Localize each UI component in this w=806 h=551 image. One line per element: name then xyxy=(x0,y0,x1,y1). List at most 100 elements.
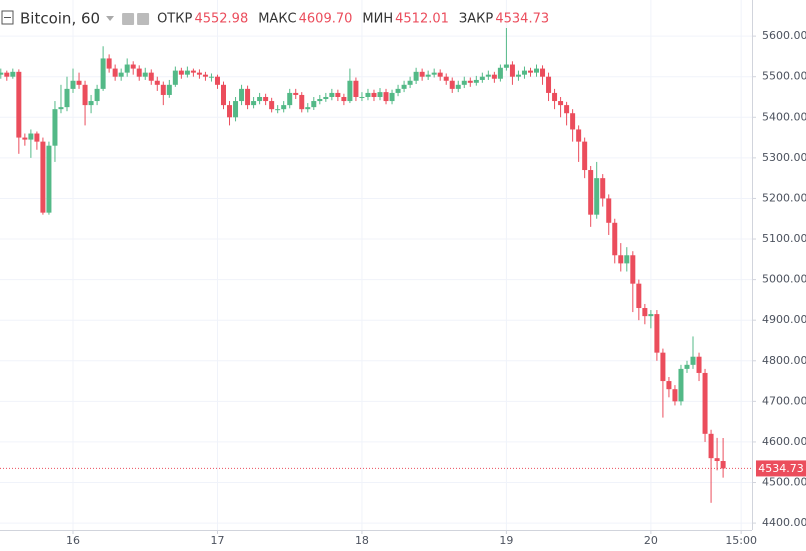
collapse-icon[interactable] xyxy=(1,10,14,25)
candle-body xyxy=(136,68,142,77)
candle-body xyxy=(4,72,10,77)
candle-body xyxy=(82,84,88,106)
candle-body xyxy=(52,109,58,146)
x-tick-label: 20 xyxy=(644,534,658,547)
candle-body xyxy=(130,64,136,69)
y-tick-label: 5400.00 xyxy=(762,110,806,123)
candle-body xyxy=(40,141,46,213)
x-tick-label: 19 xyxy=(499,534,513,547)
candle-body xyxy=(94,88,100,102)
dropdown-caret[interactable] xyxy=(106,16,115,21)
candle-body xyxy=(118,72,124,77)
visibility-icon[interactable] xyxy=(122,13,135,25)
candle-body xyxy=(233,101,239,118)
x-tick-label: 16 xyxy=(66,534,80,547)
candle-body xyxy=(473,79,479,83)
candle-body xyxy=(239,88,245,102)
candle-body xyxy=(485,74,491,77)
y-tick-label: 5600.00 xyxy=(762,29,806,42)
candle-body xyxy=(582,141,588,171)
candle-body xyxy=(696,356,702,373)
candle-body xyxy=(365,92,371,97)
y-tick-label: 5200.00 xyxy=(762,191,806,204)
x-tick-label: 18 xyxy=(355,534,369,547)
candle-body xyxy=(648,314,654,317)
candle-body xyxy=(690,356,696,365)
candle-body xyxy=(407,80,413,85)
candle-body xyxy=(654,314,660,353)
candle-body xyxy=(497,67,503,79)
candle-body xyxy=(618,255,624,264)
candle-body xyxy=(329,92,335,97)
candle-body xyxy=(257,96,263,102)
candle-body xyxy=(431,72,437,75)
candle-body xyxy=(269,101,275,110)
candle-body xyxy=(546,76,552,93)
candle-body xyxy=(112,68,118,77)
candle-body xyxy=(540,68,546,77)
candle-body xyxy=(552,92,558,102)
ohlc-label: МАКС xyxy=(258,12,296,27)
candle-body xyxy=(190,70,196,73)
candle-body xyxy=(178,70,184,75)
candle-body xyxy=(371,92,377,97)
candle-body xyxy=(558,101,564,106)
candle-body xyxy=(202,74,208,77)
candle-body xyxy=(347,80,353,102)
candle-body xyxy=(684,364,690,369)
candle-body xyxy=(275,109,281,111)
candle-body xyxy=(196,72,202,75)
candle-body xyxy=(142,72,148,77)
candle-body xyxy=(642,308,648,317)
candle-body xyxy=(305,107,311,110)
candle-body xyxy=(341,96,347,102)
y-tick-label: 5300.00 xyxy=(762,151,806,164)
candle-body xyxy=(64,88,70,108)
candle-body xyxy=(16,71,22,138)
candle-body xyxy=(287,92,293,106)
candle-body xyxy=(154,80,160,85)
candle-body xyxy=(413,71,419,81)
candle-body xyxy=(220,84,226,106)
last-price-tag xyxy=(756,460,806,477)
candle-body xyxy=(660,352,666,382)
candle-body xyxy=(172,70,178,85)
ohlc-label: ОТКР xyxy=(157,12,192,27)
candle-body xyxy=(311,101,317,108)
candle-body xyxy=(449,80,455,89)
candle-body xyxy=(714,458,720,462)
settings-icon[interactable] xyxy=(137,13,150,25)
candle-body xyxy=(419,71,425,77)
candle-body xyxy=(678,368,684,402)
candle-body xyxy=(606,198,612,223)
ohlc-value: 4609.70 xyxy=(299,12,353,27)
candle-body xyxy=(708,433,714,459)
candle-body xyxy=(88,101,94,106)
candle-body xyxy=(672,389,678,402)
candle-body xyxy=(124,64,130,73)
candle-body xyxy=(720,461,726,469)
candle-body xyxy=(588,170,594,215)
candle-body xyxy=(34,133,40,142)
candle-body xyxy=(527,70,533,73)
candle-body xyxy=(323,96,329,100)
y-tick-label: 4600.00 xyxy=(762,435,806,448)
y-tick-label: 5100.00 xyxy=(762,232,806,245)
candle-body xyxy=(58,107,64,110)
candle-body xyxy=(208,76,214,78)
candle-body xyxy=(70,80,76,89)
candle-body xyxy=(46,145,52,213)
y-tick-label: 4500.00 xyxy=(762,476,806,489)
candle-body xyxy=(100,58,106,89)
chart-title: Bitcoin, 60 xyxy=(20,10,100,28)
candle-body xyxy=(335,92,341,97)
candle-body xyxy=(612,222,618,256)
y-tick-label: 4900.00 xyxy=(762,313,806,326)
candle-body xyxy=(0,72,4,75)
candle-body xyxy=(479,76,485,80)
candle-body xyxy=(515,74,521,77)
y-tick-label: 5500.00 xyxy=(762,70,806,83)
candle-body xyxy=(702,372,708,434)
